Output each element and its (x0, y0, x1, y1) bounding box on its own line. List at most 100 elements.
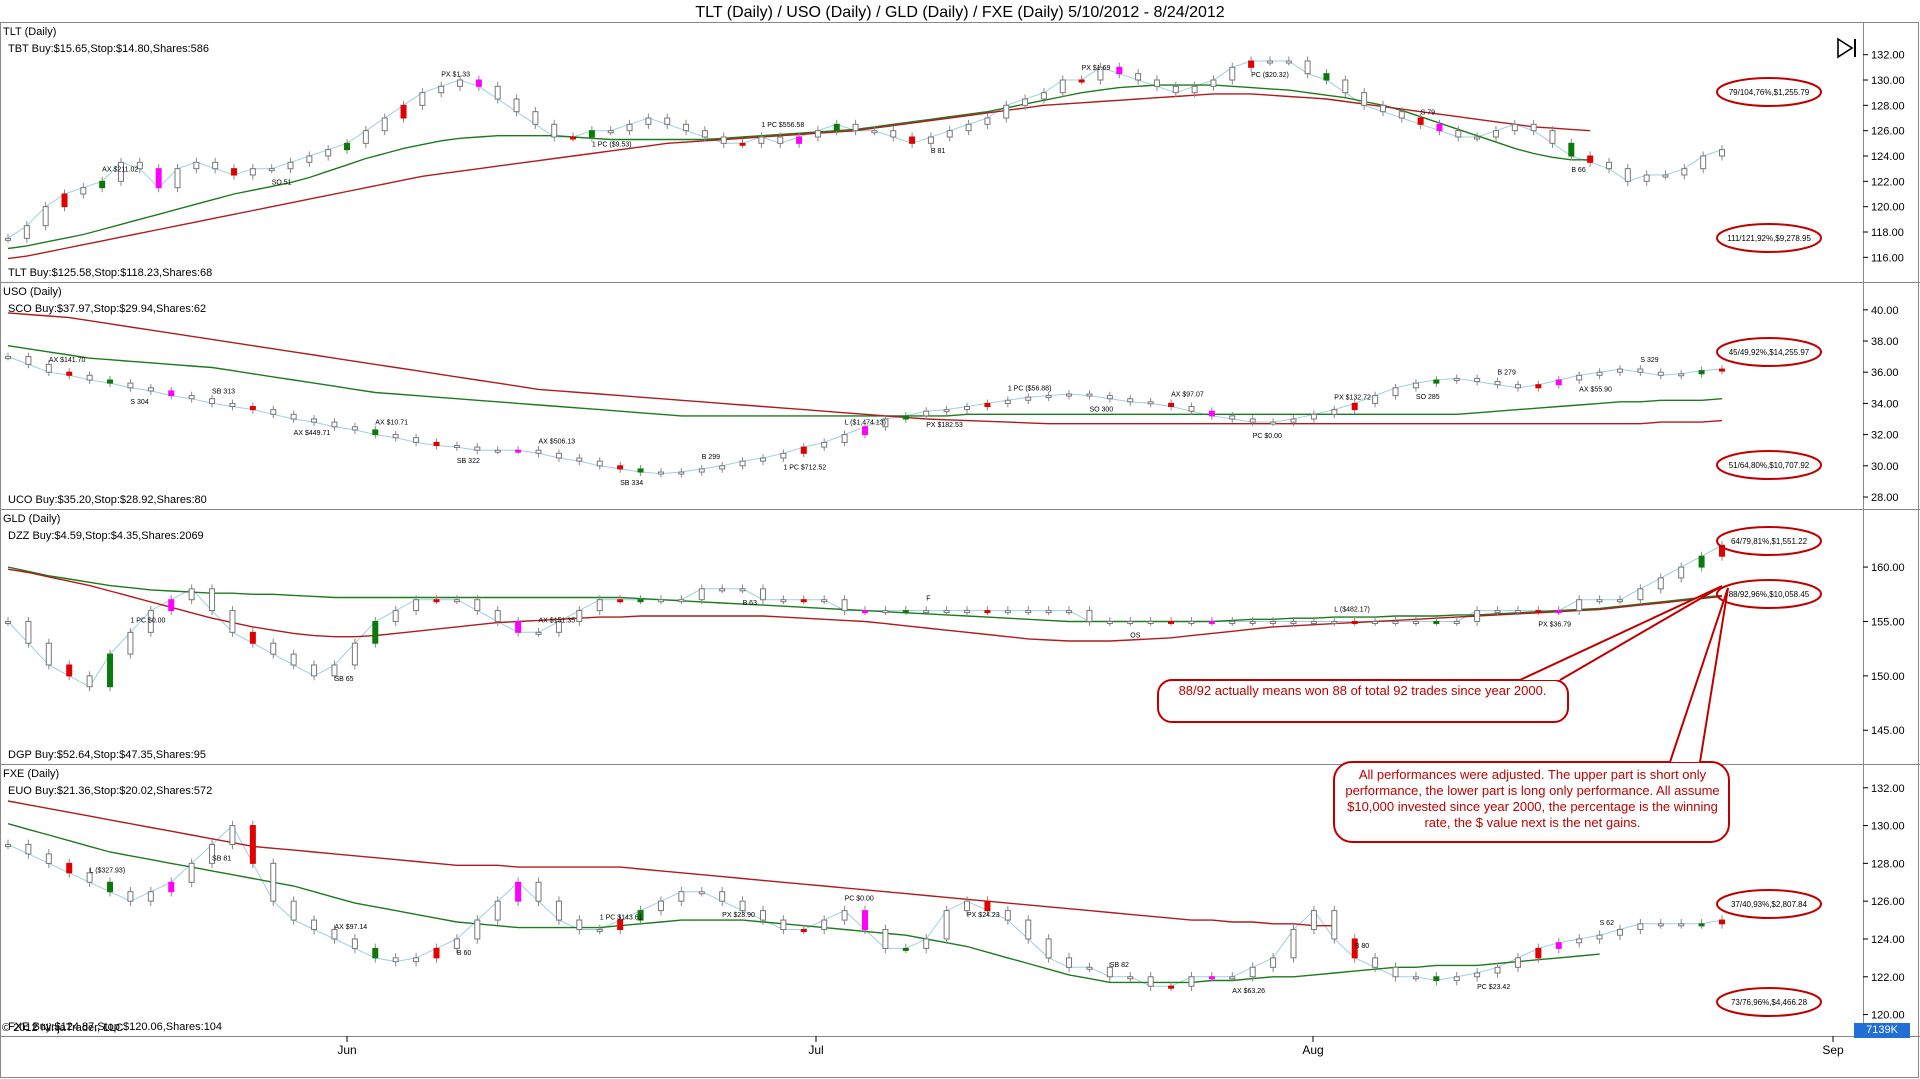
candle-body (923, 610, 930, 614)
candle-body (698, 891, 705, 895)
candle-body (453, 938, 460, 949)
candle-body (331, 929, 338, 940)
candle-body (494, 610, 501, 622)
candle-body (433, 599, 440, 603)
candle-body (617, 919, 624, 931)
candle-body (1637, 588, 1644, 601)
panel-title: FXE (Daily) (3, 768, 59, 780)
candle-body (1168, 620, 1175, 624)
panel-0: 116.00 118.00 120.00 122.00 124.00 126.00 128.… (0, 26, 1920, 283)
candle-body (290, 653, 297, 666)
candle-body (720, 136, 727, 144)
candle-body (596, 929, 603, 933)
play-skip-icon[interactable] (1835, 36, 1859, 60)
performance-upper-ellipse (1716, 77, 1822, 107)
candle-body (833, 123, 840, 132)
candle-body (1310, 413, 1317, 420)
candle-body (739, 588, 746, 592)
candle-body (678, 599, 685, 603)
y-tick-label: 30.00 (1871, 461, 1899, 473)
trade-label: S 79 (1421, 109, 1436, 116)
price-series-line (7, 60, 1723, 239)
candle-body (1229, 66, 1236, 81)
candle-body (1270, 421, 1277, 425)
candle-body (1616, 368, 1623, 373)
candle-body (1249, 620, 1256, 624)
candle-body (474, 919, 481, 940)
candle-body (800, 446, 807, 454)
performance-lower-text: 51/64,80%,$10,707.92 (1729, 461, 1810, 470)
candle-body (413, 957, 420, 963)
candle-body (1208, 410, 1215, 417)
candle-body (1453, 377, 1460, 381)
price-series-line (7, 356, 1723, 475)
candle-body (1372, 957, 1379, 968)
candle-body (1285, 60, 1292, 64)
candle-body (1494, 610, 1501, 614)
candle-body (513, 98, 520, 113)
candle-body (1025, 396, 1032, 401)
trade-label: PX $1.33 (441, 71, 470, 78)
candle-body (1147, 976, 1154, 987)
trade-label: SB 313 (212, 388, 235, 395)
trade-label: AX $63.26 (1232, 988, 1265, 995)
trade-label: SO 51 (272, 180, 292, 187)
candle-body (413, 437, 420, 443)
candle-body (1116, 66, 1123, 75)
candle-body (325, 149, 332, 157)
candle-body (1361, 92, 1368, 106)
candle-body (249, 406, 256, 411)
fxe-callout-pointer (1669, 587, 1729, 763)
candle-body (287, 161, 294, 170)
candle-body (212, 161, 219, 170)
candle-body (1678, 566, 1685, 579)
candle-body (1719, 368, 1725, 372)
trade-label: B 60 (457, 950, 472, 957)
fxe-annotation-callout: All performances were adjusted. The uppe… (1340, 767, 1725, 831)
candle-body (168, 599, 175, 612)
candle-body (147, 891, 154, 902)
x-axis-label: Jul (808, 1043, 823, 1057)
trade-label: SO 285 (1416, 394, 1440, 401)
candle-body (306, 155, 313, 163)
performance-upper-text: 45/49,92%,$14,255.97 (1729, 348, 1810, 357)
trade-label: PC $0.00 (845, 896, 874, 903)
y-tick-label: 128.00 (1871, 100, 1905, 112)
candle-body (1700, 155, 1707, 170)
candle-body (515, 449, 522, 453)
candle-body (1555, 942, 1562, 949)
candle-body (1229, 415, 1236, 420)
gld-callout-pointer (1519, 585, 1723, 681)
candle-body (474, 446, 481, 451)
candle-body (1494, 381, 1501, 386)
trade-label: PC $0.00 (1253, 433, 1282, 440)
candle-body (433, 441, 440, 447)
candle-body (1066, 610, 1073, 614)
candle-body (1127, 976, 1134, 980)
trade-label: 1 PC $556.58 (761, 122, 804, 129)
candle-body (535, 449, 542, 454)
x-axis-label: Aug (1302, 1043, 1323, 1057)
candle-body (1188, 620, 1195, 624)
trade-label: PX $24.23 (967, 912, 1000, 919)
candle-body (1637, 923, 1644, 931)
candle-body (664, 117, 671, 125)
candle-body (902, 947, 909, 951)
candle-body (576, 457, 583, 462)
candle-body (1040, 92, 1047, 100)
trade-label: AX $10.71 (375, 420, 408, 427)
candle-body (362, 130, 369, 144)
performance-lower-text: 111/121,92%,$9,278.95 (1727, 234, 1811, 243)
trade-label: AX $97.07 (1171, 392, 1204, 399)
y-tick-label: 32.00 (1871, 430, 1899, 442)
candle-body (796, 136, 803, 144)
candle-body (1392, 966, 1399, 978)
y-tick-label: 132.00 (1871, 50, 1905, 62)
candle-body (800, 929, 807, 933)
candle-body (1453, 976, 1460, 982)
candle-body (1153, 79, 1160, 87)
candle-body (107, 881, 114, 893)
candle-body (923, 938, 930, 949)
performance-lower-text: 88/92,96%,$10,058.45 (1729, 590, 1810, 599)
candle-body (1022, 98, 1029, 106)
